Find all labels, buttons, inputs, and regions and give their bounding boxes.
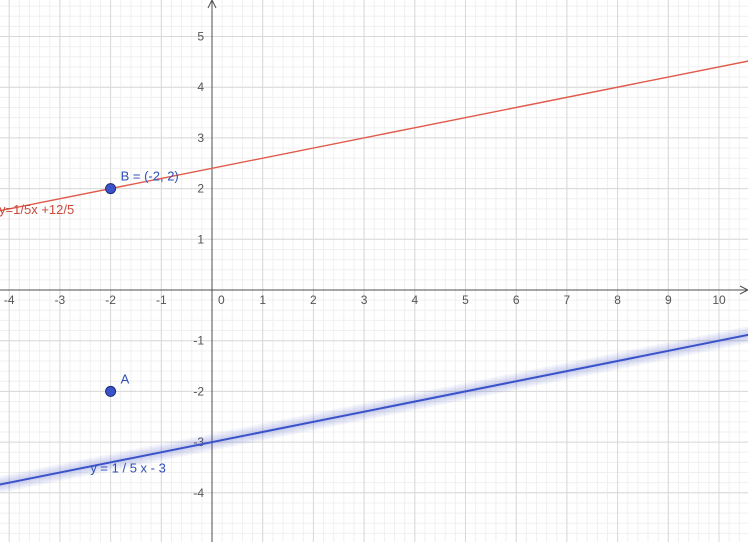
- x-tick-label: 6: [513, 293, 520, 307]
- y-tick-label: 3: [197, 131, 204, 145]
- x-tick-label: 7: [564, 293, 571, 307]
- y-tick-label: 2: [197, 182, 204, 196]
- y-tick-label: 1: [197, 232, 204, 246]
- y-tick-label: 4: [197, 80, 204, 94]
- red-line-label: y=1/5x +12/5: [0, 202, 74, 217]
- blue-line-label: y = 1 / 5 x - 3: [90, 461, 166, 476]
- x-tick-label: -1: [156, 293, 167, 307]
- x-tick-label: -4: [4, 293, 15, 307]
- x-tick-label: 8: [614, 293, 621, 307]
- x-tick-label: 2: [310, 293, 317, 307]
- y-tick-label: -1: [193, 334, 204, 348]
- x-tick-label: -3: [55, 293, 66, 307]
- point-B: [106, 184, 116, 194]
- x-tick-label: -2: [105, 293, 116, 307]
- coordinate-plot: -4-3-2-1012345678910-4-3-2-112345y=1/5x …: [0, 0, 748, 542]
- x-tick-label: 4: [411, 293, 418, 307]
- x-tick-label: 3: [361, 293, 368, 307]
- point-A-label: A: [121, 371, 130, 386]
- x-tick-label: 9: [665, 293, 672, 307]
- y-tick-label: -2: [193, 384, 204, 398]
- x-tick-label: 5: [462, 293, 469, 307]
- x-tick-label: 0: [218, 293, 225, 307]
- point-A: [106, 386, 116, 396]
- y-tick-label: 5: [197, 30, 204, 44]
- x-tick-label: 10: [712, 293, 726, 307]
- x-tick-label: 1: [259, 293, 266, 307]
- point-B-label: B = (-2, 2): [121, 169, 179, 184]
- y-tick-label: -4: [193, 486, 204, 500]
